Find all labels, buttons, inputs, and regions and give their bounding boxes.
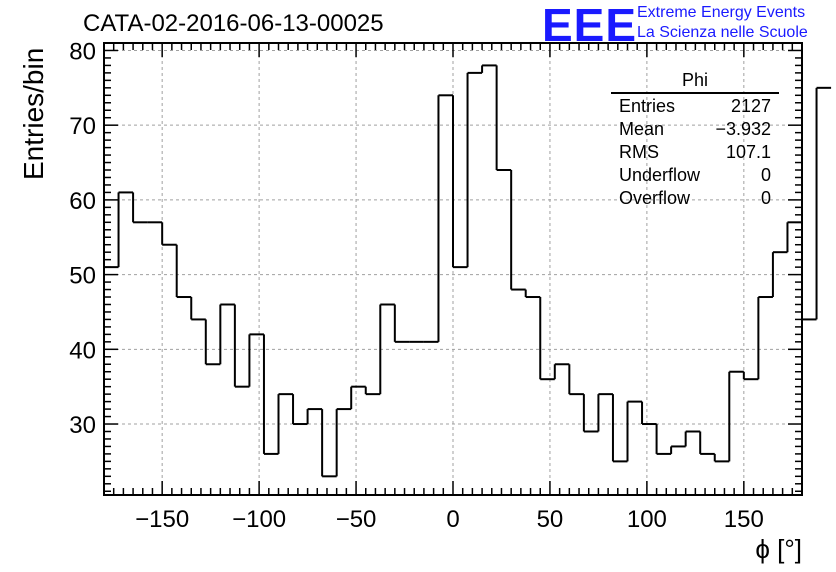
stats-value: 0 <box>760 188 771 208</box>
x-tick-label: −150 <box>135 506 189 533</box>
stats-row-rms: RMS 107.1 <box>611 141 779 164</box>
histogram-series <box>104 64 832 478</box>
x-tick-label: 100 <box>627 506 667 533</box>
stats-value: 2127 <box>730 96 771 116</box>
stats-value: 0 <box>760 165 771 185</box>
y-tick-label: 80 <box>69 38 96 65</box>
x-axis-label: ϕ [°] <box>755 534 802 564</box>
stats-label: RMS <box>619 142 659 162</box>
stats-box: Phi Entries 2127 Mean −3.932 RMS 107.1 U… <box>611 70 779 210</box>
stats-value: −3.932 <box>715 119 771 139</box>
logo-caption-line1: Extreme Energy Events <box>637 4 806 21</box>
x-tick-label: 50 <box>537 506 564 533</box>
logo-caption-line2: La Scienza nelle Scuole <box>637 24 808 41</box>
stats-value: 107.1 <box>725 142 771 162</box>
stats-label: Overflow <box>619 188 691 208</box>
stats-row-entries: Entries 2127 <box>611 95 779 118</box>
stats-row-underflow: Underflow 0 <box>611 164 779 187</box>
x-tick-label: 150 <box>724 506 764 533</box>
stats-row-overflow: Overflow 0 <box>611 187 779 210</box>
x-tick-label: −100 <box>232 506 286 533</box>
y-tick-label: 70 <box>69 113 96 140</box>
stats-title: Phi <box>611 70 779 94</box>
y-tick-label: 60 <box>69 188 96 215</box>
y-axis-label: Entries/bin <box>18 47 49 180</box>
y-tick-label: 30 <box>69 412 96 439</box>
chart-title: CATA-02-2016-06-13-00025 <box>83 10 384 37</box>
logo-caption: Extreme Energy Events La Scienza nelle S… <box>637 3 808 43</box>
stats-label: Mean <box>619 119 665 139</box>
y-tick-label: 40 <box>69 337 96 364</box>
stats-row-mean: Mean −3.932 <box>611 118 779 141</box>
x-tick-label: 0 <box>446 506 459 533</box>
stats-label: Underflow <box>619 165 701 185</box>
axes: −150 −100 −50 0 50 100 150 30 40 50 60 70 80 <box>69 38 803 533</box>
stats-label: Entries <box>619 96 676 116</box>
eee-logo: EEE <box>542 0 638 51</box>
y-tick-label: 50 <box>69 263 96 290</box>
x-tick-label: −50 <box>336 506 377 533</box>
